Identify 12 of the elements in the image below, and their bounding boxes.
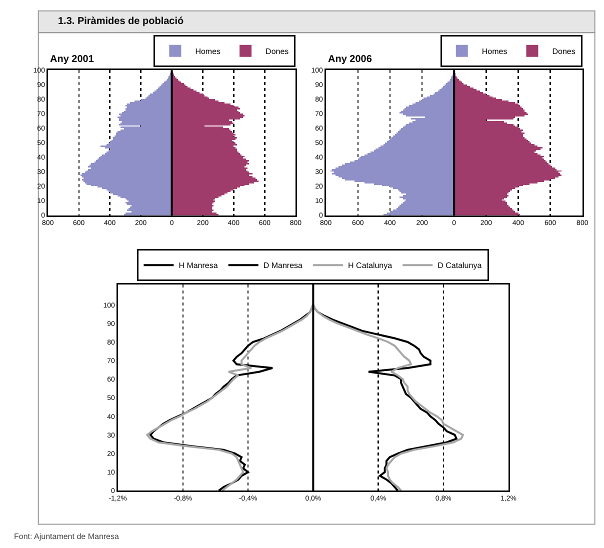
legend-label: H Manresa [178,261,218,270]
chart-title: Any 2001 [50,54,94,65]
legend-label: D Catalunya [438,261,482,270]
legend-label: Homes [482,47,508,56]
text: 1.3. Piràmides de població [58,16,184,27]
legend-label: Homes [195,47,221,56]
legend-label: H Catalunya [348,261,393,270]
legend-label: Dones [552,47,576,56]
legend-label: D Manresa [263,261,304,270]
text: Font: Ajuntament de Manresa [14,532,120,541]
legend-label: Dones [266,47,289,56]
chart-title: Any 2006 [328,54,372,65]
